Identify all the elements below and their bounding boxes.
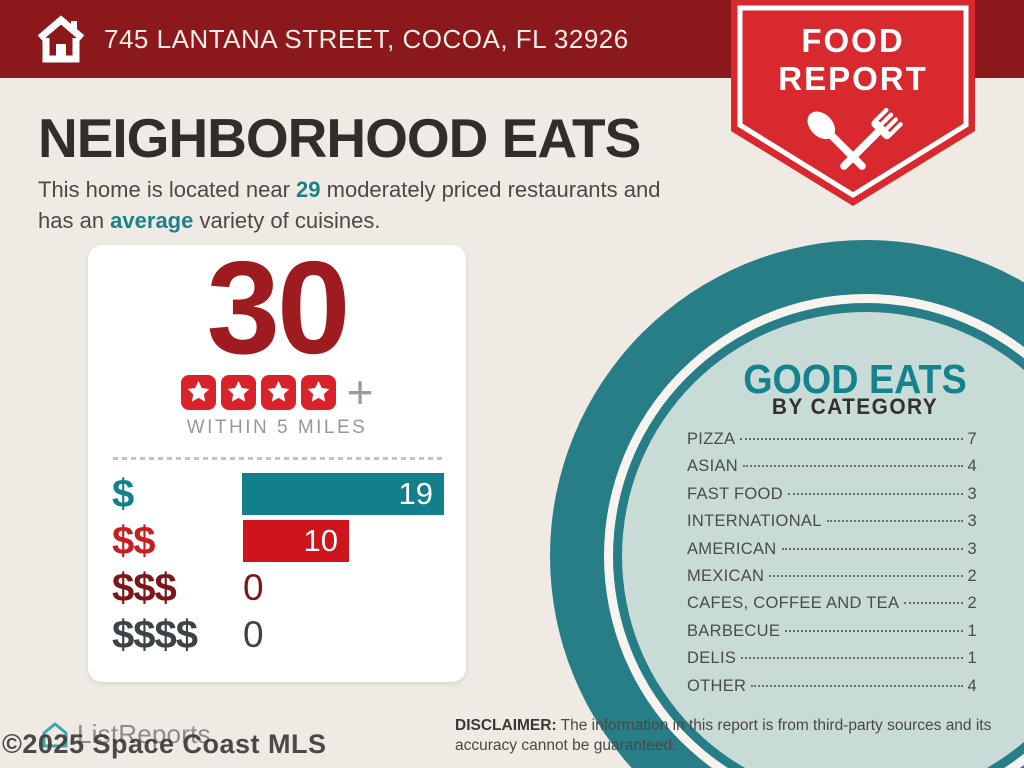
price-row: $$ 10: [112, 518, 444, 563]
price-level-label: $$$: [112, 565, 177, 610]
disclaimer-label: DISCLAIMER:: [455, 717, 557, 734]
star-icon: [300, 374, 336, 410]
category-label: CAFES, COFFEE AND TEA: [687, 594, 900, 613]
category-count: 3: [967, 484, 977, 503]
category-count: 7: [967, 430, 977, 448]
dashed-divider: [113, 457, 443, 460]
star-icons: [180, 374, 336, 410]
subtitle-text: moderately priced restaurants and: [320, 177, 661, 202]
price-row: $19: [112, 471, 444, 516]
badge-line2: REPORT: [778, 60, 928, 97]
category-label: FAST FOOD: [687, 484, 783, 503]
dotted-leader: [781, 547, 963, 550]
category-row: PIZZA 7: [687, 430, 977, 457]
good-eats-title: GOOD EATS: [743, 356, 967, 402]
good-eats-subtitle: BY CATEGORY: [771, 394, 939, 419]
category-label: BARBECUE: [687, 621, 781, 640]
dotted-leader: [787, 492, 963, 495]
dotted-leader: [904, 602, 963, 605]
listreports-logo: ListReports: [40, 719, 211, 750]
category-count: 2: [967, 566, 977, 585]
category-label: DELIS: [687, 649, 737, 668]
subtitle-text: has an: [38, 208, 111, 233]
category-label: INTERNATIONAL: [687, 512, 822, 531]
price-bar: 19: [242, 473, 444, 515]
rating-stars: +: [88, 366, 466, 418]
total-restaurants-count: 30: [206, 234, 351, 381]
category-row: MEXICAN 2: [687, 567, 977, 594]
bar-value-zero: 0: [243, 567, 264, 608]
category-row: CAFES, COFFEE AND TEA 2: [687, 594, 977, 621]
subtitle-text: This home is located near: [38, 177, 297, 202]
category-row: FAST FOOD 3: [687, 485, 977, 512]
category-row: BARBECUE 1: [687, 622, 977, 649]
category-label: MEXICAN: [687, 566, 765, 585]
price-level-label: $$$$: [112, 612, 198, 657]
star-icon: [180, 374, 216, 410]
dotted-leader: [826, 520, 963, 523]
restaurant-count: 29: [296, 177, 321, 202]
food-report-badge: FOOD REPORT: [731, 0, 975, 206]
category-label: PIZZA: [687, 430, 736, 448]
listreports-logo-text: ListReports: [77, 719, 211, 749]
category-count: 1: [967, 649, 977, 668]
star-icon: [220, 374, 256, 410]
category-row: OTHER 4: [687, 677, 977, 704]
dotted-leader: [785, 629, 963, 632]
plus-icon: +: [346, 366, 374, 418]
price-bar: 10: [243, 520, 349, 562]
category-count: 1: [967, 621, 977, 640]
dotted-leader: [751, 684, 963, 687]
category-count: 2: [967, 594, 977, 613]
bar-value: 10: [303, 523, 338, 558]
category-label: OTHER: [687, 676, 747, 695]
subtitle-text: variety of cuisines.: [193, 208, 381, 233]
category-row: DELIS 1: [687, 649, 977, 676]
page-subtitle: This home is located near 29 moderately …: [38, 174, 660, 236]
page-title: NEIGHBORHOOD EATS: [38, 107, 641, 169]
disclaimer-text: The information in this report is from t…: [455, 717, 992, 754]
bar-value-zero: 0: [243, 614, 264, 655]
category-count: 4: [967, 676, 977, 695]
category-row: ASIAN 4: [687, 457, 977, 484]
star-icon: [260, 374, 296, 410]
category-count: 3: [967, 512, 977, 531]
price-level-label: $: [112, 471, 134, 516]
price-row: $$$$ 0: [112, 612, 444, 657]
mls-watermark: ©2025 Space Coast MLS: [2, 729, 327, 759]
home-icon: [37, 15, 85, 63]
price-level-bar-chart: $19 $$ 10 $$$ 0 $$$$ 0: [112, 471, 444, 657]
dotted-leader: [740, 438, 963, 440]
category-count: 3: [967, 539, 977, 558]
category-row: AMERICAN 3: [687, 540, 977, 567]
spoon-fork-icon: [807, 107, 903, 170]
badge-line1: FOOD: [801, 22, 904, 59]
price-row: $$$ 0: [112, 565, 444, 610]
price-level-label: $$: [112, 518, 156, 563]
dotted-leader: [769, 574, 963, 577]
within-miles-label: WITHIN 5 MILES: [186, 417, 368, 438]
good-eats-circle-fill: [622, 312, 1024, 768]
dotted-leader: [741, 657, 963, 660]
restaurant-summary-card: 30 + WITHIN 5 MILES $19 $$ 10 $$$ 0 $$$$ 0: [88, 238, 466, 682]
disclaimer: DISCLAIMER: The information in this repo…: [455, 716, 995, 756]
category-label: AMERICAN: [687, 539, 777, 558]
category-label: ASIAN: [687, 457, 739, 476]
category-count: 4: [967, 457, 977, 476]
dotted-leader: [743, 465, 963, 468]
category-row: INTERNATIONAL 3: [687, 512, 977, 539]
variety-label: average: [110, 208, 194, 233]
property-address: 745 LANTANA STREET, COCOA, FL 32926: [104, 23, 629, 54]
listreports-house-icon: [42, 722, 68, 747]
category-list: PIZZA 7 ASIAN 4 FAST FOOD 3 INTERNATIONAL 3 AMER…: [687, 430, 977, 704]
bar-value: 19: [398, 476, 433, 511]
